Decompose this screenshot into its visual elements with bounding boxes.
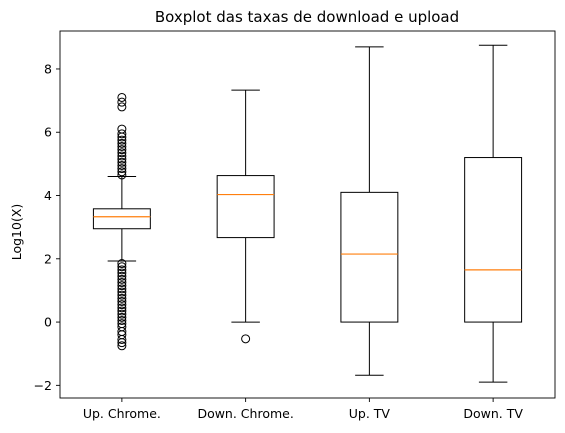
x-tick-label: Down. TV [463,406,523,421]
outlier-point [117,132,127,142]
plot-area: −2 0 2 4 6 8 Up. Chrome. Down. Chrome. Up. TV Dow… [34,44,523,421]
outlier-point [117,274,127,284]
outlier-point [117,151,127,161]
outlier-point [117,148,127,158]
y-tick-label: 8 [44,61,52,76]
outlier-point [117,259,127,269]
outlier-point [117,141,127,151]
outlier-point [117,170,127,180]
outlier-point [117,160,127,170]
outlier-point [117,341,127,351]
outlier-point [117,303,127,313]
y-tick-label: −2 [34,378,52,393]
outlier-point [117,290,127,300]
outlier-point [117,124,127,134]
outlier-point [117,129,127,139]
outlier-point [117,284,127,294]
outlier-point [117,306,127,316]
box-iqr [92,208,151,230]
outlier-point [117,97,127,107]
y-axis-label: Log10(X) [9,204,24,261]
outlier-point [117,145,127,155]
outlier-point [117,154,127,164]
outlier-point [117,315,127,325]
outlier-point [117,138,127,148]
outlier-point [117,293,127,303]
outlier-point [117,157,127,167]
box-iqr [464,157,523,323]
y-tick-label: 0 [44,315,52,330]
x-tick-label: Down. Chrome. [197,406,293,421]
outlier-point [241,334,251,344]
outlier-point [117,262,127,272]
outlier-point [117,164,127,174]
outlier-point [117,297,127,307]
outlier-point [117,287,127,297]
outlier-point [117,338,127,348]
outlier-point [117,102,127,112]
x-tick-label: Up. Chrome. [83,406,161,421]
outlier-point [117,265,127,275]
outlier-point [117,300,127,310]
box-iqr [340,191,399,323]
outlier-point [117,334,127,344]
x-tick-label: Up. TV [349,406,391,421]
outlier-point [117,278,127,288]
box-iqr [216,175,275,239]
y-tick-label: 2 [44,251,52,266]
outlier-point [117,92,127,102]
outlier-point [117,167,127,177]
outlier-point [117,309,127,319]
chart-title: Boxplot das taxas de download e upload [155,8,459,26]
outlier-point [117,271,127,281]
outlier-point [117,135,127,145]
outlier-point [117,312,127,322]
y-tick-label: 6 [44,125,52,140]
outlier-point [117,268,127,278]
axes-frame [59,30,556,399]
outlier-point [117,281,127,291]
y-tick-label: 4 [44,188,52,203]
